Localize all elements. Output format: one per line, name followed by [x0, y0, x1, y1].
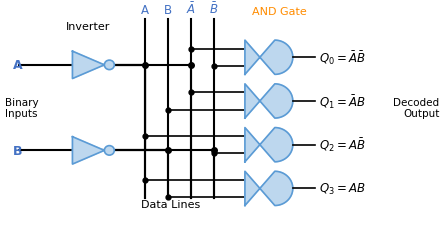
Circle shape — [104, 146, 114, 155]
Text: $\bar{A}$: $\bar{A}$ — [186, 2, 196, 17]
Text: Binary
Inputs: Binary Inputs — [4, 97, 38, 119]
Text: AND Gate: AND Gate — [252, 7, 307, 17]
Polygon shape — [72, 137, 104, 164]
Text: $Q_0 = \bar{A}\bar{B}$: $Q_0 = \bar{A}\bar{B}$ — [319, 49, 365, 67]
Text: Inverter: Inverter — [66, 22, 111, 32]
Text: B: B — [164, 4, 172, 17]
Text: $Q_1 = \bar{A}B$: $Q_1 = \bar{A}B$ — [319, 93, 365, 110]
Text: A: A — [141, 4, 149, 17]
Polygon shape — [245, 128, 293, 162]
Text: $Q_2 = A\bar{B}$: $Q_2 = A\bar{B}$ — [319, 136, 365, 154]
Polygon shape — [72, 52, 104, 79]
Text: A: A — [12, 59, 22, 72]
Text: Data Lines: Data Lines — [140, 199, 200, 209]
Text: B: B — [12, 144, 22, 157]
Polygon shape — [245, 172, 293, 206]
Circle shape — [104, 61, 114, 70]
Polygon shape — [245, 85, 293, 119]
Polygon shape — [245, 41, 293, 75]
Text: Decoded
Output: Decoded Output — [393, 97, 439, 119]
Text: $Q_3 = AB$: $Q_3 = AB$ — [319, 181, 365, 196]
Text: $\bar{B}$: $\bar{B}$ — [209, 2, 219, 17]
